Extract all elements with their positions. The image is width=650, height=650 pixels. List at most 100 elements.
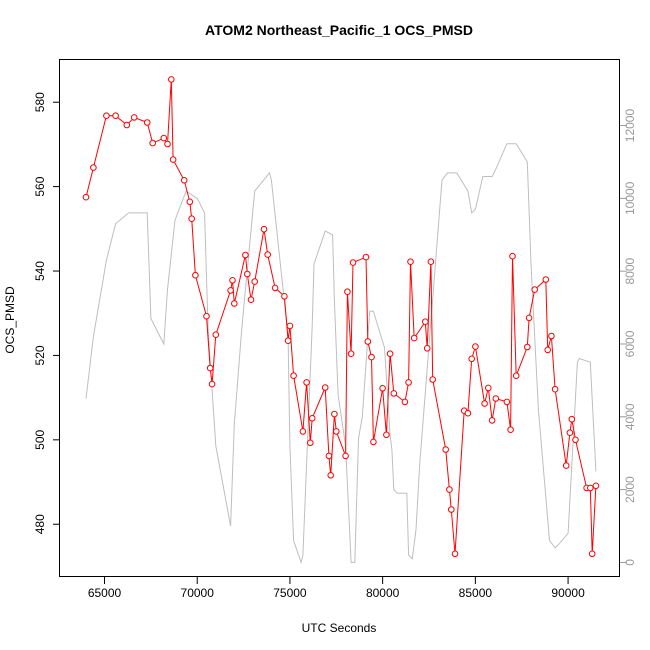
- pmsd-data-point: [264, 251, 272, 258]
- pmsd-data-point: [286, 322, 294, 330]
- x-tick-label: 65000: [88, 586, 122, 600]
- pmsd-data-point: [251, 278, 258, 285]
- pmsd-data-point: [82, 193, 90, 201]
- pmsd-data-point: [588, 550, 596, 558]
- x-axis: 65000 70000 75000 80000 85000 90000: [88, 577, 585, 600]
- pmsd-data-point: [592, 482, 600, 490]
- pmsd-data-point: [260, 225, 268, 233]
- pmsd-data-point: [488, 417, 496, 424]
- pmsd-data-point: [427, 258, 435, 266]
- pmsd-data-point: [149, 139, 156, 147]
- y2-tick-label: 2000: [623, 476, 637, 503]
- y2-tick-label: 8000: [623, 257, 637, 284]
- pmsd-data-point: [168, 76, 175, 83]
- y-axis-label: OCS_PMSD: [3, 286, 17, 354]
- pmsd-data-point: [349, 259, 357, 266]
- chart-title: ATOM2 Northeast_Pacific_1 OCS_PMSD: [205, 22, 473, 38]
- pmsd-data-point: [468, 355, 476, 363]
- pmsd-data-point: [325, 452, 333, 460]
- pmsd-data-point: [485, 384, 492, 392]
- pmsd-data-point: [548, 332, 555, 340]
- pmsd-data-point: [542, 276, 550, 283]
- pmsd-data-point: [229, 277, 236, 284]
- pmsd-data-point: [103, 112, 110, 119]
- pmsd-data-point: [242, 251, 249, 259]
- pmsd-data-point: [370, 438, 377, 446]
- series-layer: [82, 76, 600, 565]
- pmsd-data-point: [464, 409, 472, 417]
- pmsd-data-point: [386, 350, 394, 358]
- pmsd-data-point: [90, 164, 97, 171]
- pmsd-data-point: [308, 415, 316, 422]
- pmsd-data-point: [327, 472, 335, 479]
- pmsd-data-point: [299, 428, 307, 435]
- secondary-series-line: [85, 143, 597, 565]
- pmsd-data-point: [551, 385, 559, 393]
- pmsd-data-point: [143, 119, 151, 126]
- pmsd-data-point: [587, 484, 594, 492]
- pmsd-data-point: [123, 121, 131, 129]
- pmsd-data-point: [164, 140, 171, 148]
- x-tick-label: 70000: [181, 586, 215, 600]
- y-axis: 480 500 520 540 560 580: [33, 92, 60, 534]
- pmsd-data-point: [321, 384, 329, 391]
- pmsd-data-point: [344, 288, 351, 296]
- y-tick-label: 480: [33, 514, 47, 534]
- pmsd-data-point: [169, 156, 177, 163]
- pmsd-data-point: [186, 198, 194, 206]
- x-tick-label: 85000: [459, 586, 493, 600]
- pmsd-data-point: [544, 346, 552, 354]
- pmsd-data-point: [247, 296, 255, 304]
- pmsd-data-point: [208, 380, 216, 388]
- x-tick-label: 75000: [273, 586, 307, 600]
- pmsd-data-point: [203, 312, 210, 320]
- pmsd-data-point: [448, 506, 455, 513]
- pmsd-data-point: [206, 364, 214, 372]
- x-tick-label: 80000: [366, 586, 400, 600]
- pmsd-data-point: [472, 343, 479, 350]
- plot-frame: [59, 59, 620, 577]
- pmsd-data-point: [422, 318, 429, 326]
- pmsd-data-point: [407, 258, 414, 266]
- pmsd-data-point: [405, 379, 412, 386]
- pmsd-data-point: [112, 112, 119, 119]
- pmsd-data-point: [333, 428, 340, 435]
- pmsd-data-point: [303, 379, 310, 386]
- pmsd-series-line: [85, 79, 597, 554]
- pmsd-data-point: [568, 415, 576, 423]
- pmsd-data-point: [509, 252, 516, 260]
- y-tick-label: 540: [33, 261, 47, 281]
- pmsd-data-point: [160, 134, 168, 142]
- pmsd-data-point: [423, 345, 431, 352]
- pmsd-data-point: [503, 398, 511, 406]
- pmsd-data-point: [290, 372, 297, 380]
- pmsd-data-point: [383, 431, 390, 439]
- pmsd-data-point: [130, 114, 138, 121]
- pmsd-data-point: [192, 271, 199, 279]
- secondary-y-axis: 0 2000 4000 6000 8000 10000 12000: [620, 109, 637, 566]
- y2-tick-label: 4000: [623, 403, 637, 430]
- y-tick-label: 520: [33, 345, 47, 365]
- pmsd-data-point: [390, 390, 398, 397]
- pmsd-data-point: [271, 284, 279, 292]
- pmsd-data-point: [227, 287, 234, 294]
- pmsd-data-point: [212, 331, 220, 339]
- pmsd-data-point: [244, 270, 251, 278]
- pmsd-data-point: [512, 372, 520, 380]
- pmsd-data-point: [379, 385, 386, 392]
- pmsd-data-point: [281, 293, 288, 300]
- pmsd-data-point: [524, 343, 531, 351]
- pmsd-data-point: [401, 398, 409, 406]
- pmsd-data-point: [331, 410, 338, 418]
- pmsd-data-point: [492, 395, 500, 402]
- pmsd-data-point: [368, 353, 375, 361]
- y-tick-label: 560: [33, 176, 47, 196]
- pmsd-data-point: [429, 376, 437, 383]
- y-tick-label: 500: [33, 430, 47, 450]
- pmsd-data-point: [347, 350, 355, 358]
- pmsd-data-point: [572, 436, 579, 444]
- pmsd-data-point: [188, 215, 195, 222]
